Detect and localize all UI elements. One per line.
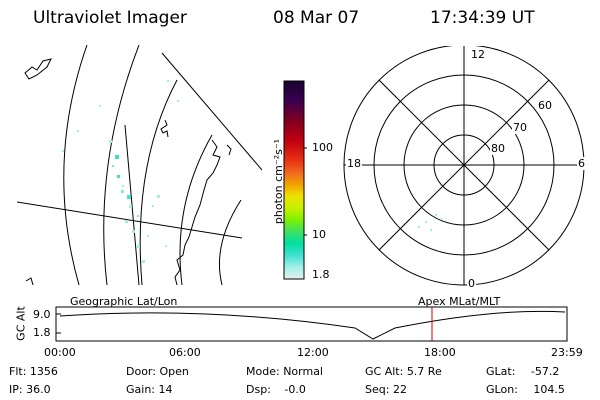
- latitude-line: [179, 134, 213, 285]
- status-dsp: Dsp: -0.0: [246, 383, 306, 396]
- latitude-line: [139, 79, 178, 285]
- colorbar-tick-min: 1.8: [312, 268, 330, 281]
- status-ip: IP: 36.0: [9, 383, 51, 396]
- header-date: 08 Mar 07: [273, 8, 360, 28]
- altitude-curve: [59, 310, 566, 340]
- mlt-label-12: 12: [470, 48, 486, 61]
- status-mode: Mode: Normal: [246, 365, 323, 378]
- colorbar-tick-10: 10: [312, 228, 326, 241]
- altitude-plot: [55, 306, 568, 342]
- coastline: [160, 119, 169, 138]
- status-glon: GLon: 104.5: [486, 383, 565, 396]
- coastline: [24, 58, 52, 80]
- status-gc-alt: GC Alt: 5.7 Re: [365, 365, 442, 378]
- status-glat: GLat: -57.2: [486, 365, 560, 378]
- colorbar-tick-100: 100: [312, 141, 333, 154]
- lat-label-80: 80: [490, 142, 506, 155]
- latitude-line: [63, 45, 88, 285]
- mlt-label-6: 6: [577, 157, 586, 170]
- emission-speckles: [418, 214, 442, 231]
- altitude-ytick-bottom: 1.8: [33, 326, 51, 339]
- longitude-line: [161, 52, 262, 171]
- colorbar: [283, 80, 307, 280]
- coastline: [174, 139, 221, 285]
- apex-caption: Apex MLat/MLT: [418, 295, 501, 308]
- altitude-xtick: 00:00: [44, 346, 76, 359]
- mlt-label-18: 18: [346, 157, 362, 170]
- coastline: [226, 144, 232, 156]
- geographic-caption: Geographic Lat/Lon: [70, 295, 178, 308]
- header-time: 17:34:39 UT: [430, 8, 535, 28]
- geographic-map: [17, 45, 262, 285]
- coastline: [25, 277, 34, 285]
- mlt-line: [378, 79, 550, 251]
- longitude-line: [17, 201, 243, 239]
- app-title: Ultraviolet Imager: [33, 8, 187, 28]
- polar-map: [343, 46, 585, 286]
- colorbar-label: photon cm⁻²s⁻¹: [272, 138, 286, 225]
- latitude-line: [103, 45, 140, 285]
- mlt-label-0: 0: [467, 277, 476, 290]
- latitude-line: [219, 199, 242, 285]
- status-door: Door: Open: [126, 365, 189, 378]
- status-seq: Seq: 22: [365, 383, 407, 396]
- lat-label-60: 60: [537, 99, 553, 112]
- altitude-xtick: 12:00: [297, 346, 329, 359]
- status-flt: Flt: 1356: [9, 365, 58, 378]
- lat-label-70: 70: [512, 121, 528, 134]
- status-gain: Gain: 14: [126, 383, 173, 396]
- emission-speckles: [62, 80, 179, 263]
- altitude-xtick: 18:00: [424, 346, 456, 359]
- altitude-xtick: 23:59: [551, 346, 583, 359]
- altitude-xtick: 06:00: [169, 346, 201, 359]
- altitude-ylabel: GC Alt: [14, 306, 28, 341]
- altitude-ytick-top: 9.0: [33, 308, 51, 321]
